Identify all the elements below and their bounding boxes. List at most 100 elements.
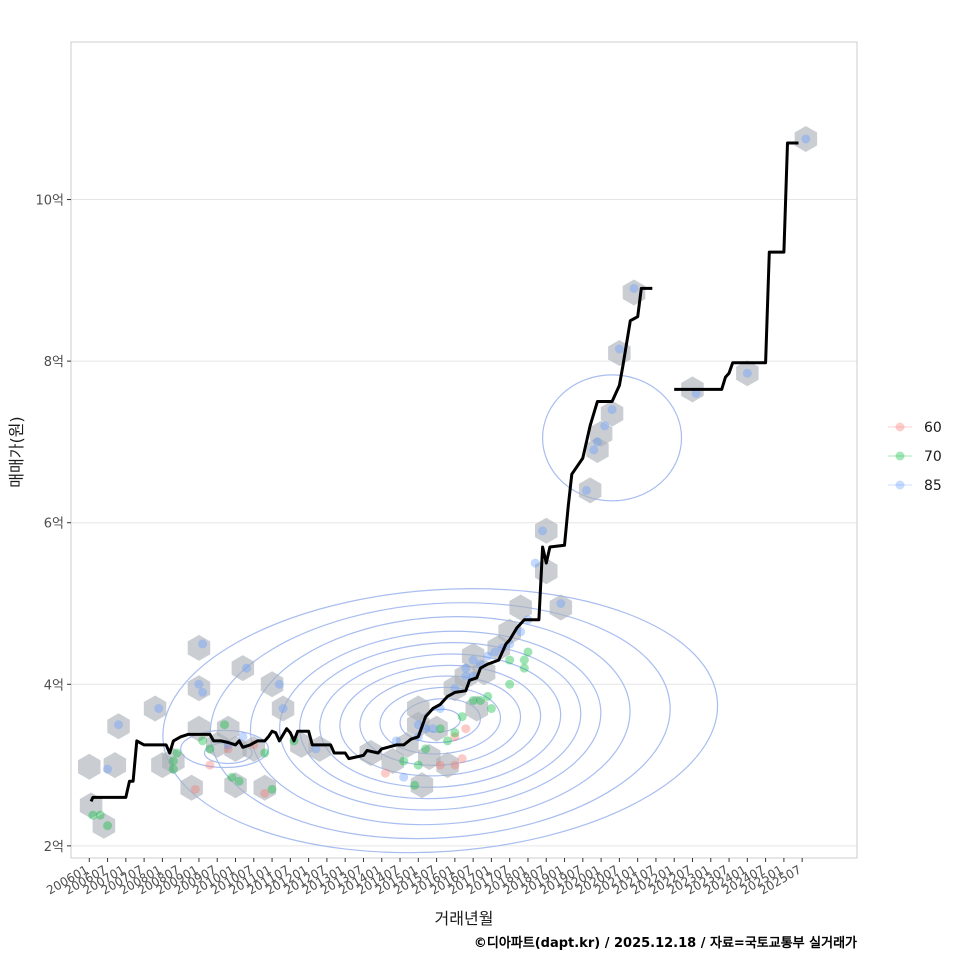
y-tick-label-4: 10억 (35, 194, 64, 209)
point-85-18 (461, 663, 471, 673)
point-85-33 (592, 437, 602, 447)
hexbin-4 (107, 713, 130, 740)
y-tick-label-0: 2억 (44, 840, 64, 855)
legend-key-point-70 (895, 451, 905, 461)
point-60-4 (380, 768, 390, 778)
point-70-17 (435, 724, 445, 734)
point-70-14 (410, 780, 420, 790)
point-85-35 (607, 405, 617, 415)
point-85-0 (103, 764, 113, 774)
point-85-6 (274, 679, 284, 689)
chart-caption: ©디아파트(dapt.kr) / 2025.12.18 / 자료=국토교통부 실… (474, 935, 857, 951)
y-tick-label-3: 8억 (44, 355, 64, 370)
y-axis-ticks: 2억 4억 6억 8억 10억 (35, 194, 71, 855)
hexbin-24 (381, 748, 404, 774)
point-85-7 (278, 704, 288, 714)
point-60-6 (450, 760, 460, 770)
point-70-30 (168, 764, 178, 774)
median-price-line (89, 141, 799, 803)
point-60-9 (457, 754, 467, 764)
legend-key-point-85 (895, 480, 905, 490)
point-85-38 (691, 388, 701, 398)
point-70-5 (198, 736, 208, 746)
hexbin-29 (418, 744, 441, 770)
point-70-16 (421, 744, 431, 754)
legend-item-60: 60 (888, 420, 942, 436)
point-85-31 (581, 485, 591, 495)
point-70-29 (505, 679, 515, 689)
legend-item-70: 70 (888, 449, 942, 465)
point-85-40 (801, 134, 811, 144)
point-60-7 (450, 732, 460, 742)
point-85-26 (516, 627, 526, 637)
hexbin-43 (578, 477, 602, 504)
y-tick-label-1: 4억 (44, 678, 64, 693)
hexbin-3 (103, 752, 127, 779)
density-contour-2 (379, 686, 502, 755)
hexbin-18 (253, 774, 276, 801)
hexbin-20 (271, 695, 295, 722)
point-70-23 (483, 691, 493, 701)
point-85-20 (468, 655, 478, 665)
point-70-21 (468, 695, 478, 705)
hexbin-0 (79, 792, 103, 819)
point-85-22 (483, 651, 493, 661)
point-70-0 (88, 810, 98, 820)
point-85-36 (614, 344, 624, 354)
point-70-15 (413, 760, 423, 770)
hexbin-30 (425, 715, 448, 742)
point-85-28 (530, 558, 540, 568)
point-70-24 (486, 704, 496, 714)
point-70-19 (450, 728, 460, 738)
hexbin-layer (78, 126, 818, 839)
hexbin-28 (410, 772, 434, 799)
median-line-segment-1 (674, 141, 799, 391)
point-70-9 (234, 776, 244, 786)
point-70-28 (523, 647, 533, 657)
hexbin-38 (498, 618, 521, 645)
point-85-34 (600, 421, 610, 431)
point-60-3 (260, 788, 270, 798)
point-85-23 (490, 647, 500, 657)
point-85-2 (154, 704, 164, 714)
hexbin-2 (78, 753, 101, 780)
hexbin-45 (589, 420, 613, 447)
point-70-6 (205, 744, 215, 754)
density-contour-secondary-2 (542, 374, 683, 502)
point-70-8 (227, 772, 237, 782)
point-70-7 (220, 720, 230, 730)
point-85-42 (238, 732, 248, 742)
hexbin-7 (162, 748, 185, 774)
hexbin-13 (216, 715, 240, 742)
point-85-30 (556, 599, 566, 609)
hexbin-23 (359, 740, 382, 766)
hexbin-39 (509, 594, 532, 621)
point-85-41 (198, 687, 208, 697)
hexbin-8 (180, 774, 203, 801)
point-85-14 (428, 724, 438, 734)
hexbin-19 (260, 671, 284, 698)
point-70-26 (519, 663, 529, 673)
point-60-0 (190, 784, 200, 794)
point-85-4 (198, 639, 208, 649)
median-line-segment-0 (89, 286, 653, 803)
point-85-8 (311, 744, 321, 754)
point-70-27 (519, 655, 529, 665)
point-70-4 (172, 748, 182, 758)
point-85-17 (461, 671, 471, 681)
point-85-5 (241, 663, 251, 673)
hexbin-11 (187, 634, 211, 661)
point-85-3 (194, 679, 204, 689)
hexbin-16 (231, 655, 255, 682)
density-contour-10 (162, 588, 719, 854)
hexbin-31 (436, 752, 459, 779)
hexbin-5 (143, 695, 167, 722)
hexbin-36 (472, 659, 496, 686)
point-70-13 (399, 756, 409, 766)
hexbin-14 (224, 772, 247, 799)
legend-item-85: 85 (888, 478, 942, 494)
point-85-39 (742, 368, 752, 378)
point-85-10 (399, 772, 409, 782)
